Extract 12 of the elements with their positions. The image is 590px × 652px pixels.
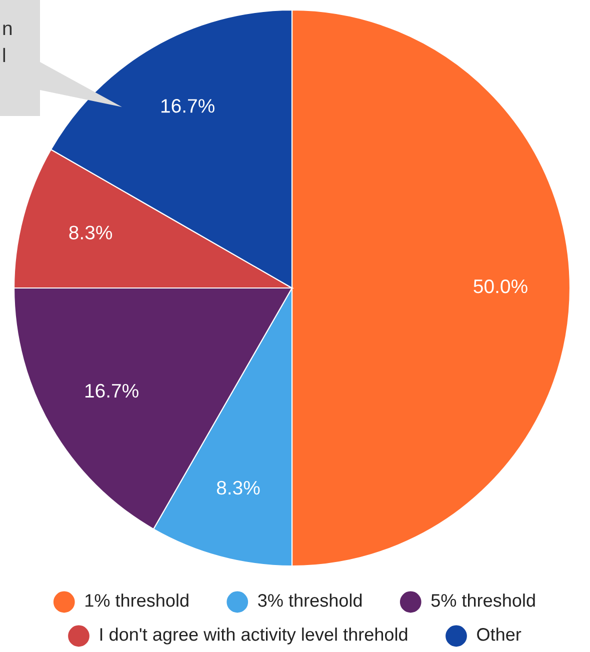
- legend-label: 3% threshold: [258, 594, 362, 607]
- legend-label: 5% threshold: [431, 594, 535, 607]
- legend-label: 1% threshold: [86, 594, 188, 607]
- data-label: 16.7%: [161, 98, 214, 113]
- data-label: 50.0%: [474, 279, 528, 294]
- legend-label: Other: [477, 628, 522, 641]
- data-label: 16.7%: [85, 384, 138, 398]
- text: l: [3, 48, 6, 62]
- legend-label: I don't agree with activity level threhold: [100, 628, 408, 644]
- text: n: [3, 24, 12, 36]
- data-label: 8.3%: [216, 480, 260, 495]
- data-label: 8.3%: [69, 226, 112, 240]
